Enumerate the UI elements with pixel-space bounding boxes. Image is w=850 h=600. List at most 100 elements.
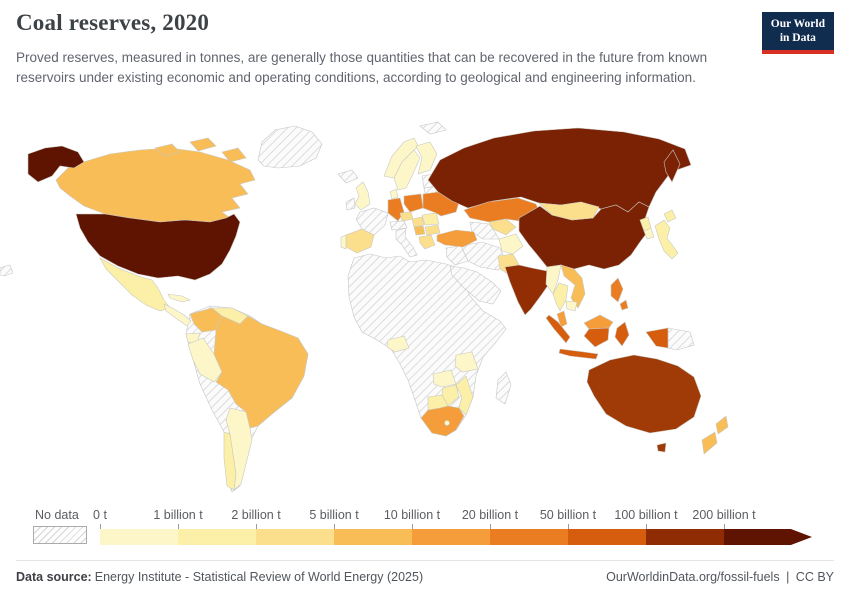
map-country-malaysia-peninsula[interactable] xyxy=(556,310,568,328)
map-country-philippines[interactable] xyxy=(610,277,624,303)
legend-tick-label: 0 t xyxy=(93,508,107,522)
legend-scale: 0 t 1 billion t 2 billion t 5 billion t 10 b… xyxy=(93,508,820,545)
legend-tick-mark xyxy=(646,524,647,529)
map-country-zimbabwe[interactable] xyxy=(441,384,460,407)
legend-tick-label: 100 billion t xyxy=(614,508,678,522)
map-country-turkey[interactable] xyxy=(436,229,478,248)
map-country-ireland[interactable] xyxy=(345,197,356,211)
logo-line2: in Data xyxy=(779,32,816,45)
map-country-papua-new-guinea[interactable] xyxy=(667,327,695,351)
legend-color-segment[interactable] xyxy=(646,529,724,545)
legend-color-segment[interactable] xyxy=(724,529,812,545)
map-country-finland[interactable] xyxy=(415,141,438,175)
map-country-saudi-arabia[interactable] xyxy=(449,265,502,305)
map-country-brazil[interactable] xyxy=(213,315,309,429)
map-country-uzbekistan[interactable] xyxy=(488,218,517,236)
map-country-peru[interactable] xyxy=(187,337,223,383)
map-country-australia[interactable] xyxy=(586,354,702,434)
map-country-czechia[interactable] xyxy=(399,211,414,222)
map-country-svalbard[interactable] xyxy=(419,121,447,135)
legend-color-segment[interactable] xyxy=(490,529,568,545)
map-country-japan-hokkaido[interactable] xyxy=(663,209,677,223)
map-country-canada-island-3[interactable] xyxy=(221,147,247,163)
legend-tick-label: 2 billion t xyxy=(231,508,281,522)
legend-tick-mark xyxy=(568,524,569,529)
map-country-indonesia-java[interactable] xyxy=(558,348,599,360)
map-country-serbia[interactable] xyxy=(413,225,426,236)
map-region-central-america[interactable] xyxy=(163,303,192,327)
map-country-new-zealand-south[interactable] xyxy=(701,431,718,455)
map-country-poland[interactable] xyxy=(403,193,424,213)
map-country-canada-island-1[interactable] xyxy=(154,143,181,157)
map-country-philippines-south[interactable] xyxy=(619,299,629,311)
map-country-tanzania[interactable] xyxy=(454,351,479,373)
map-country-canada[interactable] xyxy=(55,147,256,223)
owid-url-link[interactable]: OurWorldinData.org/fossil-fuels xyxy=(606,570,780,584)
map-country-austria[interactable] xyxy=(389,220,408,231)
map-country-indonesia-papua[interactable] xyxy=(645,327,669,349)
map-country-indonesia-kalimantan[interactable] xyxy=(583,327,610,348)
map-country-myanmar[interactable] xyxy=(545,264,562,295)
owid-logo[interactable]: Our World in Data xyxy=(761,12,834,54)
legend-color-segment[interactable] xyxy=(568,529,646,545)
footer-links: OurWorldinData.org/fossil-fuels | CC BY xyxy=(603,570,834,584)
data-source-label: Data source: xyxy=(16,570,92,584)
map-country-argentina[interactable] xyxy=(225,407,253,491)
map-country-madagascar[interactable] xyxy=(495,371,512,405)
legend-tick-label: 10 billion t xyxy=(383,508,441,522)
map-country-iceland[interactable] xyxy=(337,169,359,184)
legend-tick-label: 200 billion t xyxy=(692,508,756,522)
license-link[interactable]: CC BY xyxy=(795,570,834,584)
footer: Data source: Energy Institute - Statistic… xyxy=(16,560,834,584)
map-country-indonesia-sumatra[interactable] xyxy=(545,314,571,344)
map-country-greece[interactable] xyxy=(418,234,436,250)
map-country-hungary[interactable] xyxy=(411,216,425,228)
map-country-south-africa[interactable] xyxy=(420,405,465,437)
map-country-south-korea[interactable] xyxy=(643,227,655,240)
map-country-vietnam[interactable] xyxy=(560,264,586,309)
legend-color-segment[interactable] xyxy=(100,529,178,545)
map-country-canada-island-2[interactable] xyxy=(189,137,217,152)
map-country-france[interactable] xyxy=(355,207,389,236)
map-country-russia[interactable] xyxy=(427,127,692,213)
legend-color-segment[interactable] xyxy=(178,529,256,545)
legend-color-segment[interactable] xyxy=(412,529,490,545)
map-country-new-zealand-north[interactable] xyxy=(715,415,729,435)
legend-no-data: No data xyxy=(33,508,87,544)
map-country-zambia[interactable] xyxy=(432,369,457,388)
map-country-lesotho[interactable] xyxy=(444,420,450,426)
no-data-countries xyxy=(257,121,695,405)
map-country-japan[interactable] xyxy=(654,219,679,260)
map-country-romania[interactable] xyxy=(421,212,440,226)
legend-tick-label: 50 billion t xyxy=(539,508,597,522)
map-country-afghanistan[interactable] xyxy=(498,233,524,255)
map-country-mongolia[interactable] xyxy=(538,201,600,221)
map-country-russia-kamchatka[interactable] xyxy=(663,149,681,183)
map-country-malaysia-borneo[interactable] xyxy=(583,314,614,330)
map-country-thailand[interactable] xyxy=(552,282,569,312)
map-country-bulgaria[interactable] xyxy=(424,224,441,236)
map-country-united-kingdom[interactable] xyxy=(354,181,371,211)
legend-tick-label: 1 billion t xyxy=(153,508,203,522)
map-country-united-states[interactable] xyxy=(75,213,241,281)
map-country-cambodia[interactable] xyxy=(565,300,578,312)
legend-labels: 0 t 1 billion t 2 billion t 5 billion t 10 b… xyxy=(93,508,820,524)
map-country-sweden[interactable] xyxy=(393,149,421,191)
legend-color-segment[interactable] xyxy=(334,529,412,545)
map-country-india[interactable] xyxy=(504,264,552,316)
map-country-mozambique[interactable] xyxy=(455,375,474,416)
legend-no-data-swatch[interactable] xyxy=(33,526,87,544)
map-country-denmark[interactable] xyxy=(389,188,399,200)
legend-color-segment[interactable] xyxy=(256,529,334,545)
map-country-australia-tasmania[interactable] xyxy=(656,442,667,453)
footer-separator: | xyxy=(786,570,790,584)
map-country-nigeria[interactable] xyxy=(386,335,410,353)
legend-tick-mark xyxy=(412,524,413,529)
map-country-united-states-alaska[interactable] xyxy=(27,145,85,183)
map-country-portugal[interactable] xyxy=(340,234,347,250)
map-country-spain[interactable] xyxy=(345,228,375,254)
map-country-italy[interactable] xyxy=(395,227,418,258)
map-country-greenland[interactable] xyxy=(257,125,323,169)
map-country-indonesia-sulawesi[interactable] xyxy=(614,321,630,347)
map-country-cuba[interactable] xyxy=(167,293,191,303)
